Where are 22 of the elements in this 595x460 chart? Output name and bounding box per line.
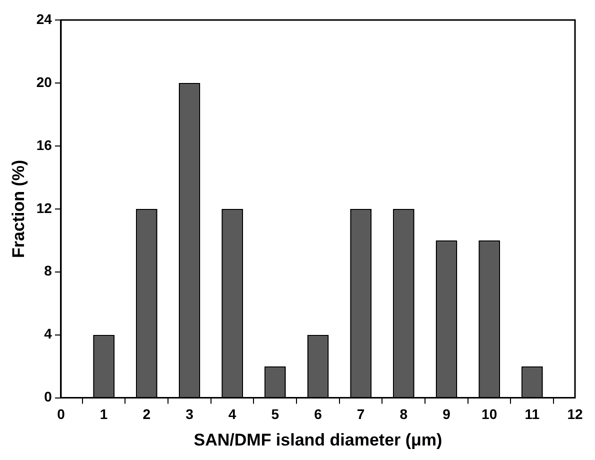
x-tick-label: 4 [228,406,236,422]
x-axis-title: SAN/DMF island diameter (μm) [194,430,442,450]
x-tick-label: 6 [314,406,322,422]
x-tick-label: 0 [57,406,66,422]
y-tick-label: 12 [36,200,52,216]
x-tick-label: 12 [567,406,583,422]
y-axis-title: Fraction (%) [8,160,28,258]
y-tick-label: 16 [36,136,52,153]
x-tick-label: 5 [271,406,280,422]
y-tick-label: 24 [36,10,52,27]
x-tick-label: 7 [356,406,365,422]
y-tick-label: 8 [44,262,52,279]
x-tick-label: 10 [482,406,498,422]
x-tick-label: 3 [186,406,194,422]
x-tick-label: 11 [524,406,540,422]
x-tick-label: 1 [100,406,108,422]
x-tick-label: 8 [400,406,408,422]
y-tick-label: 4 [44,326,52,342]
x-tick-label: 9 [442,406,451,422]
y-tick-label: 20 [36,74,52,90]
y-tick-label: 0 [44,388,52,405]
x-tick-label: 2 [142,406,151,422]
